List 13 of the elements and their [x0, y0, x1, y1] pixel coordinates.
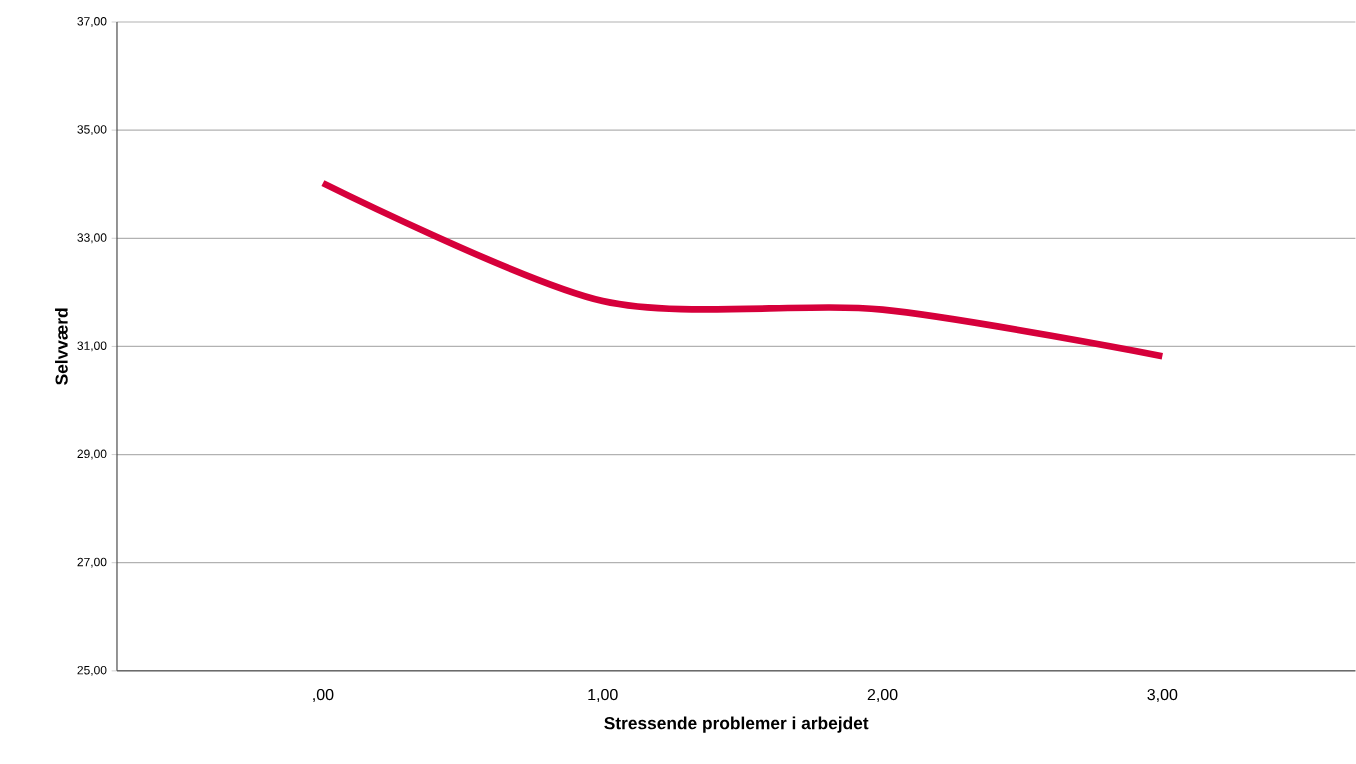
- y-tick-label: 25,00: [77, 665, 107, 676]
- y-tick-label: 29,00: [77, 449, 107, 460]
- y-axis-title: Selvværd: [55, 308, 68, 386]
- x-tick-label: 2,00: [867, 688, 898, 703]
- y-tick-label: 27,00: [77, 557, 107, 568]
- x-axis-title: Stressende problemer i arbejdet: [604, 716, 869, 733]
- y-tick-label: 35,00: [77, 125, 107, 136]
- x-tick-label: 3,00: [1147, 688, 1178, 703]
- y-tick-label: 33,00: [77, 233, 107, 244]
- y-tick-label: 31,00: [77, 341, 107, 352]
- y-tick-label: 37,00: [77, 17, 107, 28]
- x-tick-label: ,00: [313, 688, 334, 703]
- x-tick-label: 1,00: [588, 688, 618, 703]
